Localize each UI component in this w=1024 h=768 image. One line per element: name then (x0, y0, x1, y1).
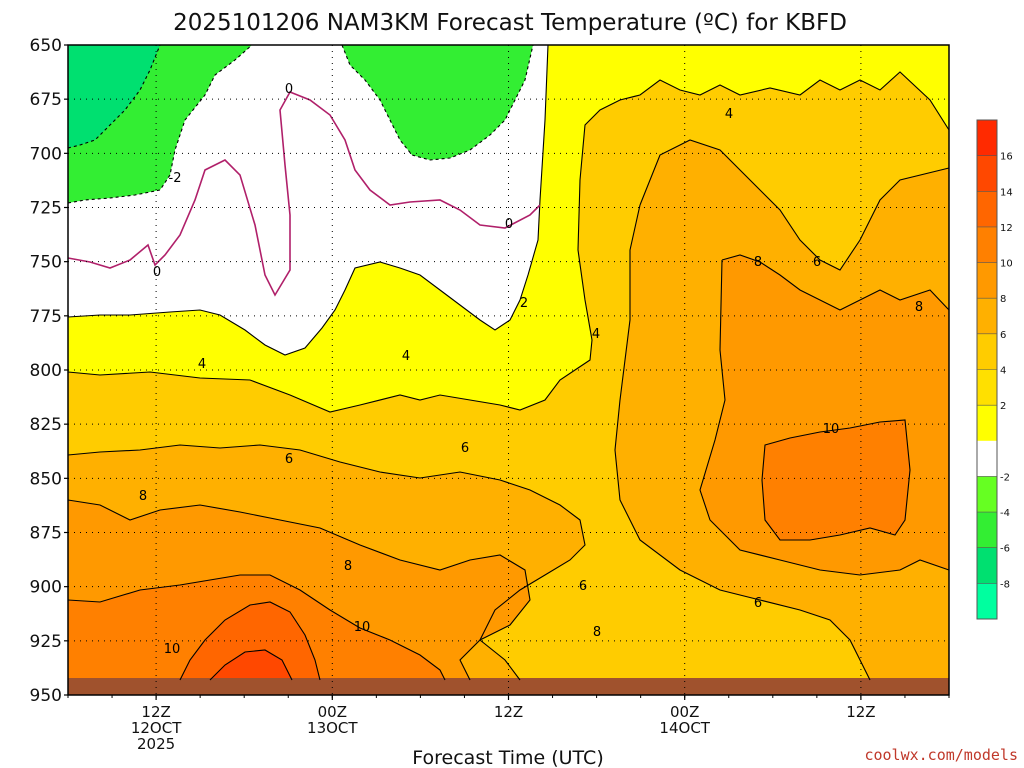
colorbar-label: 8 (1000, 294, 1006, 305)
y-tick-label: 650 (30, 36, 62, 56)
contour-label: -2 (169, 171, 182, 186)
y-tick-label: 800 (30, 361, 62, 381)
x-tick-label: 2025 (137, 735, 175, 753)
contour-label: 8 (139, 489, 147, 504)
y-tick-label: 775 (30, 307, 62, 327)
plot-area: 0 0 0 -2 2 4 4 4 4 6 6 6 6 6 8 8 8 8 8 10 10 10 (67, 44, 950, 696)
colorbar-segment (977, 583, 997, 619)
colorbar-segment (977, 440, 997, 477)
colorbar-segment (977, 512, 997, 548)
contour-label: 6 (754, 596, 762, 611)
colorbar-label: 12 (1000, 223, 1013, 234)
x-tick-label: 00Z (318, 703, 347, 721)
colorbar-segment (977, 298, 997, 334)
contour-label: 4 (402, 349, 410, 364)
contour-label: 0 (153, 265, 161, 280)
contour-label: 0 (505, 217, 513, 232)
colorbar-segment (977, 191, 997, 227)
contour-label: 4 (725, 107, 733, 122)
colorbar-label: -2 (1000, 472, 1010, 483)
colorbar-segment (977, 476, 997, 513)
colorbar-segment (977, 405, 997, 441)
credit-text: coolwx.com/models (864, 746, 1018, 764)
colorbar-label: 14 (1000, 187, 1013, 198)
colorbar-segment (977, 226, 997, 263)
x-tick-label: 12Z (846, 703, 875, 721)
contour-label: 2 (520, 296, 528, 311)
band-neg-4 (68, 45, 160, 148)
contour-label: 0 (285, 82, 293, 97)
contour-label: 4 (198, 357, 206, 372)
colorbar-segment (977, 262, 997, 299)
contour-label: 6 (579, 579, 587, 594)
colorbar-label: -6 (1000, 544, 1010, 555)
y-tick-label: 900 (30, 578, 62, 598)
y-tick-label: 725 (30, 199, 62, 219)
x-tick-label: 14OCT (659, 719, 710, 737)
contour-lines (67, 44, 950, 681)
colorbar-segment (977, 120, 997, 156)
ground-surface (68, 678, 949, 695)
colorbar-label: -4 (1000, 508, 1010, 519)
contour-label: 8 (593, 625, 601, 640)
y-tick-label: 825 (30, 415, 62, 435)
band-14-16 (210, 650, 292, 680)
contour-label: 10 (823, 422, 840, 437)
colorbar-label: 16 (1000, 152, 1013, 163)
colorbar-label: 6 (1000, 330, 1006, 341)
colorbar-label: 2 (1000, 401, 1006, 412)
colorbar-segment (977, 333, 997, 370)
x-tick-label: 00Z (670, 703, 699, 721)
contour-label: 10 (354, 620, 371, 635)
contour-label: 8 (915, 300, 923, 315)
contour-label: 6 (461, 441, 469, 456)
colorbar-segment (977, 369, 997, 406)
contour-label: 10 (164, 642, 181, 657)
y-tick-label: 675 (30, 90, 62, 110)
contour-label: 8 (754, 255, 762, 270)
x-tick-label: 13OCT (307, 719, 358, 737)
x-tick-label: 12Z (141, 703, 170, 721)
y-tick-label: 925 (30, 632, 62, 652)
colorbar-label: -8 (1000, 579, 1010, 590)
chart-title: 2025101206 NAM3KM Forecast Temperature (… (173, 10, 847, 36)
y-tick-label: 850 (30, 469, 62, 489)
x-tick-label: 12OCT (131, 719, 182, 737)
negative-contour-lines (67, 44, 534, 204)
y-tick-label: 700 (30, 144, 62, 164)
x-tick-label: 12Z (494, 703, 523, 721)
y-tick-label: 950 (30, 686, 62, 706)
colorbar: -8 -6 -4 -2 2 4 6 8 10 12 14 16 (976, 119, 1013, 620)
band-10-12-right (762, 420, 910, 540)
band-neg-center (342, 45, 533, 160)
y-tick-label: 750 (30, 253, 62, 273)
colorbar-label: 10 (1000, 259, 1013, 270)
contour-label: 4 (592, 327, 600, 342)
contour-labels: 0 0 0 -2 2 4 4 4 4 6 6 6 6 6 8 8 8 8 8 10 10 10 (139, 82, 923, 657)
y-tick-label: 875 (30, 524, 62, 544)
x-axis-title: Forecast Time (UTC) (412, 747, 603, 768)
contour-label: 6 (813, 255, 821, 270)
band-12-14 (180, 602, 320, 680)
contour-label: 6 (285, 452, 293, 467)
colorbar-segment (977, 547, 997, 584)
gridlines (68, 45, 949, 695)
colorbar-segment (977, 155, 997, 192)
contour-label: 8 (344, 559, 352, 574)
colorbar-label: 4 (1000, 366, 1006, 377)
y-axis: 650 675 700 725 750 775 800 825 850 875 900 925 950 (30, 36, 68, 706)
